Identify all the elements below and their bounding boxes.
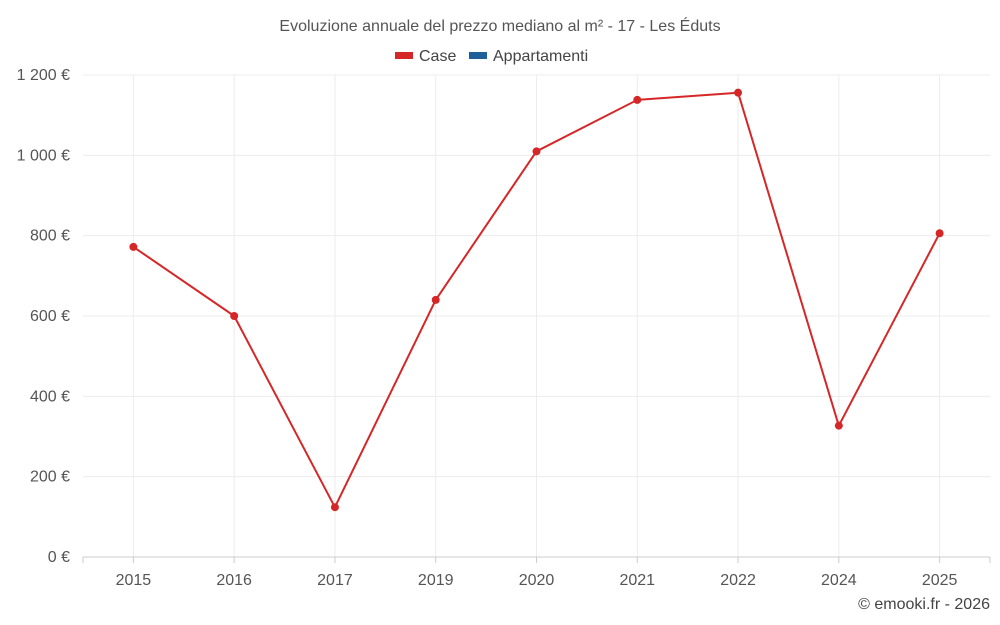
data-point-case-2017 xyxy=(330,503,339,512)
legend-label-case: Case xyxy=(419,48,456,65)
legend-swatch-appartamenti xyxy=(469,52,487,59)
series-case xyxy=(129,88,944,512)
data-point-case-2019 xyxy=(431,295,440,304)
legend-label-appartamenti: Appartamenti xyxy=(493,48,588,65)
data-point-case-2021 xyxy=(633,95,642,104)
x-tick-label: 2021 xyxy=(619,572,655,589)
y-tick-label: 600 € xyxy=(30,308,70,325)
axes: 0 € 200 € 400 € 600 € 800 € 1 000 € 1 200 € 201… xyxy=(17,67,991,589)
x-tick-label: 2022 xyxy=(720,572,756,589)
data-point-case-2022 xyxy=(734,88,743,97)
y-tick-label: 1 200 € xyxy=(17,67,70,84)
chart-title: Evoluzione annuale del prezzo mediano al… xyxy=(279,16,720,35)
x-tick-label: 2020 xyxy=(519,572,555,589)
x-tick-label: 2016 xyxy=(216,572,252,589)
data-point-case-2015 xyxy=(129,242,138,251)
x-tick-label: 2017 xyxy=(317,572,353,589)
legend-item-appartamenti[interactable]: Appartamenti xyxy=(469,48,588,65)
grid xyxy=(83,74,990,557)
credit: © emooki.fr - 2026 xyxy=(858,596,990,613)
y-tick-label: 200 € xyxy=(30,469,70,486)
legend: Case Appartamenti xyxy=(395,48,588,65)
data-point-case-2024 xyxy=(834,421,843,430)
data-point-case-2016 xyxy=(230,312,239,320)
legend-item-case[interactable]: Case xyxy=(395,48,456,65)
data-point-case-2020 xyxy=(532,147,541,156)
data-point-case-2025 xyxy=(935,229,944,238)
x-tick-label: 2019 xyxy=(418,572,454,589)
y-tick-label: 1 000 € xyxy=(17,147,70,164)
y-tick-label: 0 € xyxy=(48,549,70,566)
y-tick-label: 400 € xyxy=(30,388,70,405)
x-tick-label: 2015 xyxy=(116,572,152,589)
x-tick-label: 2025 xyxy=(922,572,958,589)
y-tick-label: 800 € xyxy=(30,228,70,245)
x-tick-label: 2024 xyxy=(821,572,857,589)
legend-swatch-case xyxy=(395,52,413,59)
